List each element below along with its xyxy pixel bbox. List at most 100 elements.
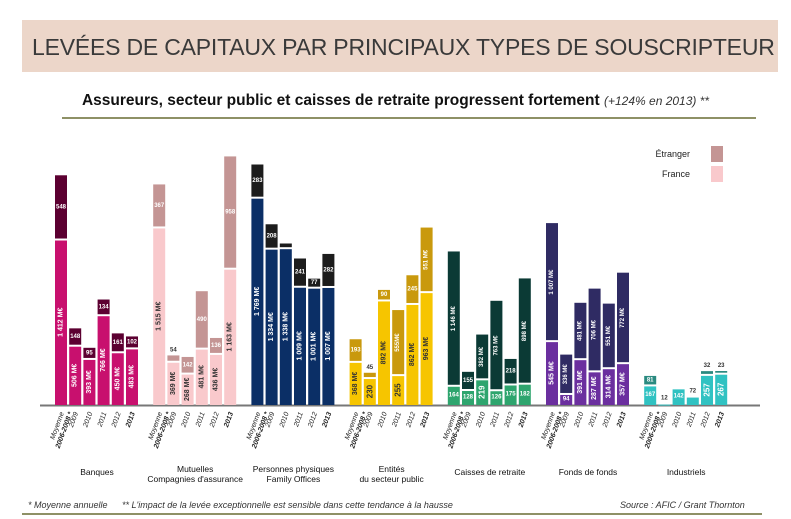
bar-label-etranger: 208	[267, 233, 278, 239]
header-band	[22, 20, 778, 72]
bar-france	[658, 404, 671, 406]
bar-france	[686, 397, 699, 405]
bar-label-france: 1 001 M€	[311, 332, 318, 361]
bar-etranger	[69, 328, 82, 345]
bar-label-etranger: 1 007 M€	[549, 269, 555, 295]
bar-etranger	[644, 375, 657, 385]
bar-france	[322, 287, 335, 405]
bar-etranger	[546, 223, 558, 341]
bar-etranger	[602, 303, 615, 368]
bar-france	[602, 369, 615, 405]
bar-label-france: 142	[674, 394, 685, 400]
bar-label-etranger: 382 M€	[479, 346, 485, 367]
bar-label-etranger: 548	[56, 204, 67, 210]
bar-etranger	[560, 354, 573, 393]
bar-france	[560, 394, 573, 405]
bar-label-france: 182	[520, 391, 531, 397]
bar-france	[378, 301, 390, 405]
bar-france	[181, 374, 194, 405]
bar-france	[167, 362, 180, 405]
bar-label-france: 257	[703, 383, 712, 397]
x-tick-label: 2012	[307, 411, 319, 429]
x-tick-label: Moyenne2006-2008 *	[342, 408, 370, 450]
x-tick-label: 2010	[278, 411, 290, 429]
bar-france	[265, 249, 278, 405]
bar-france	[462, 390, 474, 405]
bar-label-etranger: 772 M€	[620, 307, 626, 328]
bar-france	[349, 362, 362, 405]
bar-label-etranger: 134	[99, 304, 110, 310]
bar-label-france: 314 M€	[605, 375, 612, 398]
bar-label-etranger: 54	[170, 347, 177, 353]
bar-label-france: 255	[394, 383, 403, 397]
bar-etranger	[406, 275, 419, 303]
bar-label-france: 12	[661, 396, 668, 402]
legend-label: France	[662, 169, 690, 179]
bar-etranger	[97, 299, 110, 315]
bar-etranger	[476, 334, 489, 379]
bar-label-france: 357 M€	[620, 372, 627, 395]
bar-label-france: 1 009 M€	[297, 331, 304, 360]
bar-label-france: 164	[449, 392, 460, 398]
bar-label-france: 167	[645, 392, 656, 398]
chart-subtitle: Assureurs, secteur public et caisses de …	[0, 92, 791, 110]
bar-label-etranger: 95	[86, 350, 93, 356]
bar-label-etranger: 706 M€	[592, 319, 598, 340]
bar-label-france: 126	[491, 395, 502, 401]
bar-etranger	[251, 164, 264, 197]
bar-france	[97, 316, 110, 405]
x-tick-label: 2010	[377, 411, 389, 429]
bar-etranger	[111, 333, 124, 352]
x-tick-label: 2012	[405, 411, 417, 429]
bar-etranger	[715, 371, 728, 373]
bar-label-etranger: 77	[311, 280, 318, 286]
bar-france	[588, 372, 601, 405]
bar-etranger	[55, 175, 67, 239]
group-label: Family Offices	[267, 474, 321, 484]
x-tick-label: Moyenne2006-2008 *	[538, 408, 566, 450]
bar-etranger	[420, 227, 433, 292]
bar-france	[617, 364, 629, 405]
x-tick-label: 2013	[223, 411, 235, 429]
bar-france	[715, 374, 728, 405]
bar-label-etranger: 282	[323, 267, 334, 273]
bar-label-france: 128	[463, 394, 474, 400]
legend-swatch	[711, 146, 723, 162]
x-tick-label: 2013	[125, 411, 137, 429]
bar-france	[574, 360, 587, 405]
bar-label-france: 1 007 M€	[325, 331, 332, 360]
bar-label-france: 892 M€	[381, 341, 388, 364]
bar-etranger	[308, 278, 321, 287]
bar-etranger	[195, 291, 208, 348]
bar-etranger	[574, 302, 587, 359]
bar-etranger	[363, 372, 376, 378]
bar-label-etranger: 958	[225, 210, 236, 216]
group-label: Banques	[80, 467, 114, 477]
x-tick-label: Moyenne2006-2008 *	[47, 408, 75, 450]
bar-label-etranger: 763 M€	[493, 335, 499, 356]
bar-label-etranger: 241	[295, 270, 306, 276]
bar-label-etranger: 1 146 M€	[451, 305, 457, 331]
bar-etranger	[210, 337, 222, 353]
bar-france	[279, 249, 292, 405]
bar-etranger	[588, 288, 601, 371]
x-tick-label: Moyenne2006-2008 *	[440, 408, 468, 450]
x-tick-label: 2013	[321, 411, 333, 429]
bar-label-france: 1 515 M€	[156, 302, 163, 331]
bar-france	[83, 359, 96, 405]
x-tick-label: 2012	[601, 411, 613, 429]
x-tick-label: 2011	[293, 411, 305, 429]
bar-etranger	[294, 258, 306, 286]
x-tick-label: 2011	[195, 411, 207, 429]
bar-label-france: 287 M€	[591, 376, 598, 399]
bar-etranger	[181, 356, 194, 373]
bar-label-etranger: 142	[183, 362, 194, 368]
bar-etranger	[462, 371, 474, 389]
bar-label-france: 1 163 M€	[227, 322, 234, 351]
x-tick-label: 2013	[517, 411, 529, 429]
group-label: Mutuelles	[177, 464, 213, 474]
bar-etranger	[378, 289, 390, 300]
bar-etranger	[490, 300, 503, 390]
bar-france	[504, 385, 517, 405]
